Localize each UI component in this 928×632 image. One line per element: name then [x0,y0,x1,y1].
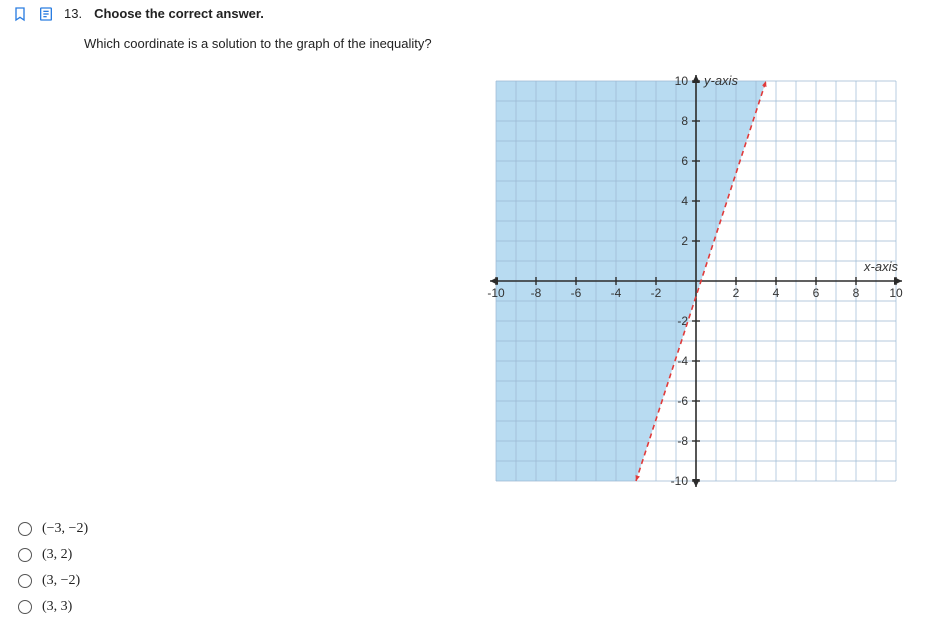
question-number: 13. [64,6,82,21]
radio-icon [18,522,32,536]
note-icon[interactable] [38,6,54,22]
option-label: (−3, −2) [42,521,88,537]
svg-text:10: 10 [889,286,903,300]
option-label: (3, 3) [42,599,72,615]
option-c[interactable]: (3, −2) [18,573,916,589]
inequality-graph: -10-8-6-4-2246810-10-8-6-4-2246810x-axis… [476,61,916,501]
svg-text:-8: -8 [677,434,688,448]
svg-text:-6: -6 [677,394,688,408]
svg-text:-10: -10 [671,474,689,488]
question-subtext: Which coordinate is a solution to the gr… [84,36,916,51]
svg-text:6: 6 [681,154,688,168]
radio-icon [18,600,32,614]
option-label: (3, 2) [42,547,72,563]
option-b[interactable]: (3, 2) [18,547,916,563]
option-a[interactable]: (−3, −2) [18,521,916,537]
svg-text:8: 8 [853,286,860,300]
svg-text:2: 2 [681,234,688,248]
svg-text:-8: -8 [531,286,542,300]
bookmark-icon[interactable] [12,6,28,22]
svg-text:-2: -2 [651,286,662,300]
svg-text:4: 4 [773,286,780,300]
svg-text:4: 4 [681,194,688,208]
svg-text:-10: -10 [487,286,505,300]
svg-text:6: 6 [813,286,820,300]
option-label: (3, −2) [42,573,80,589]
svg-text:8: 8 [681,114,688,128]
svg-text:-4: -4 [611,286,622,300]
question-title: Choose the correct answer. [94,6,264,21]
option-d[interactable]: (3, 3) [18,599,916,615]
svg-text:-6: -6 [571,286,582,300]
svg-text:10: 10 [675,74,689,88]
answer-options: (−3, −2) (3, 2) (3, −2) (3, 3) [18,521,916,615]
svg-text:x-axis: x-axis [863,259,898,274]
svg-text:-4: -4 [677,354,688,368]
svg-text:2: 2 [733,286,740,300]
radio-icon [18,574,32,588]
radio-icon [18,548,32,562]
svg-text:y-axis: y-axis [703,73,738,88]
